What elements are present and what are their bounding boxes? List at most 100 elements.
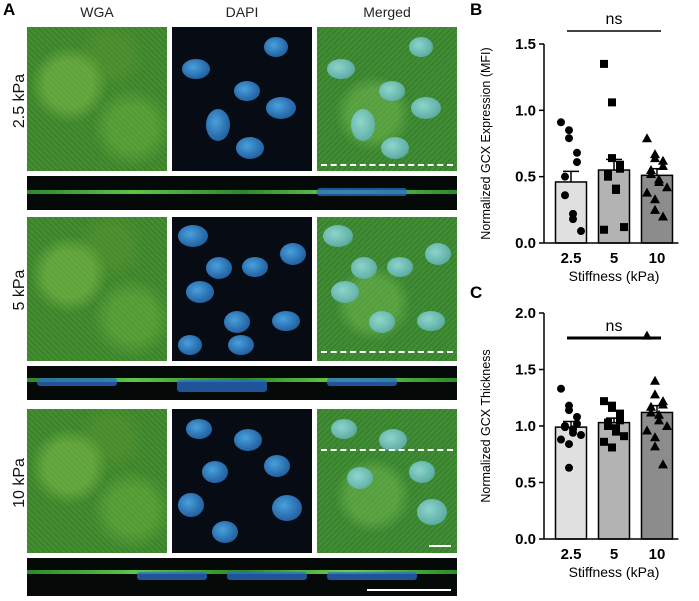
data-point xyxy=(658,211,668,221)
data-point xyxy=(608,98,616,107)
orthogonal-view-5-kpa xyxy=(27,366,457,400)
nucleus xyxy=(409,37,433,57)
data-point xyxy=(608,443,616,452)
nucleus xyxy=(264,37,288,57)
nucleus xyxy=(331,419,357,439)
data-point xyxy=(612,185,620,194)
data-point xyxy=(616,416,624,425)
data-point xyxy=(646,407,656,417)
nucleus xyxy=(351,257,377,279)
nucleus xyxy=(264,455,290,477)
data-point xyxy=(650,389,660,399)
nucleus xyxy=(323,225,353,247)
data-point xyxy=(600,397,608,406)
nucleus xyxy=(178,335,202,355)
chart-gcx-expression: 0.0 0.5 1.0 1.5 Normalized GCX Expression (M… xyxy=(479,11,679,284)
nucleus xyxy=(212,521,238,543)
significance-label: ns xyxy=(606,11,623,28)
column-header-dapi: DAPI xyxy=(225,4,259,20)
data-point xyxy=(557,435,565,444)
data-point xyxy=(650,375,660,385)
nucleus xyxy=(347,467,373,489)
nucleus xyxy=(234,81,260,101)
data-point xyxy=(654,176,664,186)
nucleus xyxy=(411,97,441,119)
x-tick-label: 5 xyxy=(610,250,618,267)
y-tick-label: 1.0 xyxy=(515,102,536,119)
data-point xyxy=(658,155,668,165)
data-point xyxy=(646,401,656,411)
data-point xyxy=(616,409,624,418)
data-point xyxy=(569,215,577,224)
nucleus xyxy=(409,461,435,483)
nucleus-profile xyxy=(137,572,207,580)
nucleus xyxy=(272,495,302,521)
data-point xyxy=(573,148,581,157)
nucleus-profile xyxy=(37,378,117,386)
nucleus xyxy=(331,281,359,303)
data-point xyxy=(604,422,612,430)
data-point xyxy=(612,427,620,436)
data-point xyxy=(565,134,573,143)
data-point xyxy=(604,172,612,181)
panel-b-letter: B xyxy=(470,0,483,19)
nucleus xyxy=(266,97,296,119)
merged-image-5-kpa xyxy=(317,217,457,361)
nucleus xyxy=(369,311,395,333)
nucleus xyxy=(186,281,214,303)
y-axis-label: Normalized GCX Thickness xyxy=(479,349,493,502)
data-point xyxy=(616,164,624,173)
data-point xyxy=(650,441,660,451)
nucleus xyxy=(224,311,250,333)
y-tick-label: 0.5 xyxy=(515,169,536,186)
data-point xyxy=(577,431,585,440)
data-point xyxy=(650,153,660,163)
nucleus xyxy=(381,137,409,159)
y-tick-label: 0.5 xyxy=(515,475,536,492)
data-point xyxy=(561,191,569,200)
data-point xyxy=(662,182,672,192)
merged-image-2-5-kpa xyxy=(317,27,457,171)
nucleus xyxy=(379,81,405,101)
nucleus xyxy=(228,335,254,355)
data-point xyxy=(658,399,668,409)
nucleus xyxy=(182,59,210,79)
data-point xyxy=(600,225,608,234)
y-tick-label: 0.0 xyxy=(515,235,536,252)
x-tick-label: 10 xyxy=(649,546,666,563)
cross-section-line xyxy=(321,164,453,166)
y-tick-label: 1.5 xyxy=(515,36,536,53)
wga-image-5-kpa xyxy=(27,217,167,361)
nucleus xyxy=(178,225,208,247)
wga-image-2-5-kpa xyxy=(27,27,167,171)
data-point xyxy=(600,59,608,68)
data-point xyxy=(642,425,652,435)
data-point xyxy=(646,169,656,179)
data-point xyxy=(573,412,581,421)
data-point xyxy=(561,172,569,181)
nucleus xyxy=(236,137,264,159)
nucleus xyxy=(379,429,407,451)
wga-layer xyxy=(27,190,457,194)
data-point xyxy=(620,432,628,441)
nucleus-profile xyxy=(327,572,417,580)
nucleus-profile xyxy=(177,380,267,392)
scale-bar xyxy=(429,545,451,547)
cross-section-line xyxy=(321,351,453,353)
data-point xyxy=(642,187,652,197)
nucleus xyxy=(242,257,268,277)
nucleus xyxy=(178,493,204,517)
nucleus xyxy=(206,257,232,279)
nucleus xyxy=(234,429,262,451)
wga-image-10-kpa xyxy=(27,409,167,553)
chart-gcx-thickness: 0.0 0.5 1.0 1.5 2.0 Normalized GCX Thickness 2… xyxy=(479,305,679,580)
data-point xyxy=(662,421,672,430)
data-point xyxy=(654,415,664,425)
panel-c-letter: C xyxy=(470,283,483,302)
dapi-image-10-kpa xyxy=(172,409,312,553)
data-point xyxy=(650,204,660,214)
nucleus xyxy=(417,499,447,525)
cross-section-line xyxy=(321,449,453,451)
orthogonal-view-2-5-kpa xyxy=(27,176,457,210)
y-axis-label: Normalized GCX Expression (MFI) xyxy=(479,47,493,239)
